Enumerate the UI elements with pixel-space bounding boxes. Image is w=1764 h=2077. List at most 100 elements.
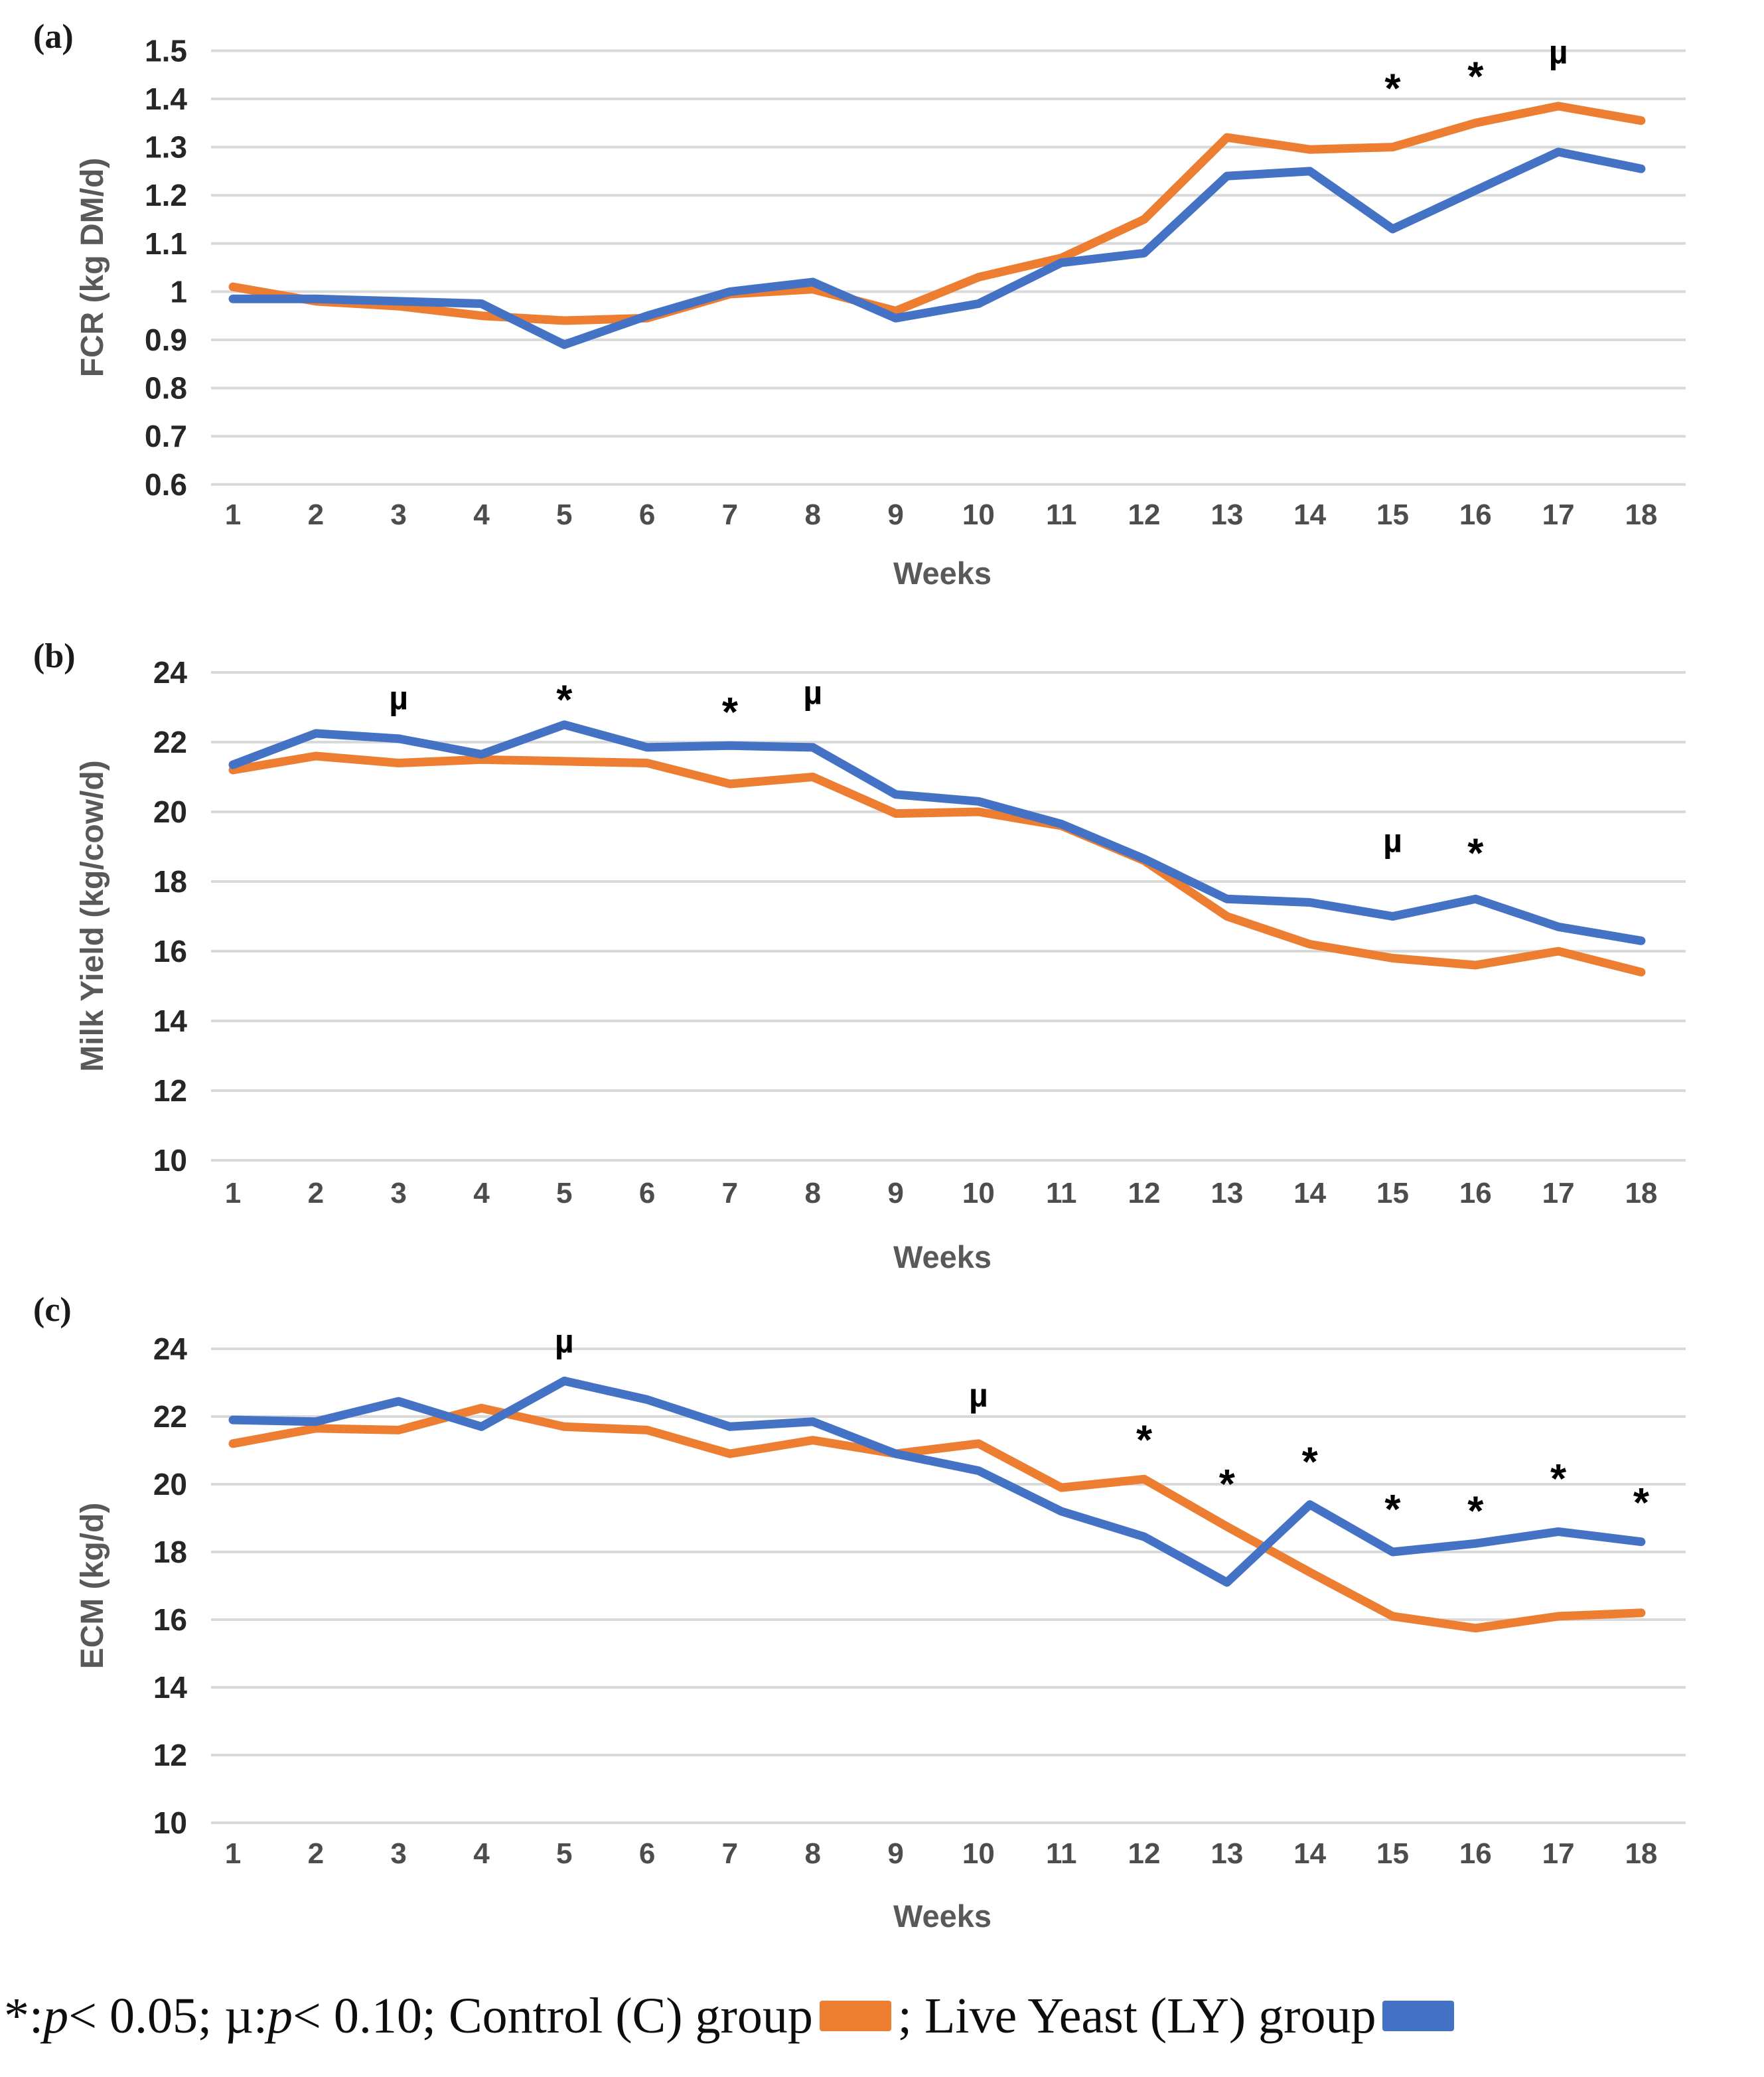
chart-panel-fcr: (a) FCR (kg DM/d) 1.5 1.4 1.3 1.2 1.1 1 0.9 0.8… bbox=[33, 18, 1686, 591]
legend-text: < 0.05; µ: bbox=[68, 1987, 268, 2044]
y-tick-label: 1 bbox=[170, 274, 187, 309]
x-tick-label-week-1: 1 bbox=[225, 1837, 241, 1870]
x-tick-label-week-16: 16 bbox=[1459, 1177, 1492, 1209]
p010-mu-marker: µ bbox=[389, 679, 408, 716]
chart-panel-milk-yield: (b) Milk Yield (kg/cow/d) 24222018161412… bbox=[33, 637, 1686, 1274]
x-tick-label-week-13: 13 bbox=[1211, 1177, 1243, 1209]
x-tick-label-week-18: 18 bbox=[1625, 499, 1657, 531]
y-tick-label: 14 bbox=[153, 1004, 188, 1038]
y-tick-label: 20 bbox=[153, 795, 187, 829]
x-tick-label-week-3: 3 bbox=[390, 1177, 406, 1209]
p005-asterisk-marker: * bbox=[1219, 1462, 1236, 1507]
x-tick-label-week-6: 6 bbox=[639, 1177, 655, 1209]
x-tick-label-week-18: 18 bbox=[1625, 1837, 1657, 1870]
y-tick-labels-a: 1.5 1.4 1.3 1.2 1.1 1 0.9 0.8 0.7 0.6 bbox=[145, 33, 187, 501]
x-tick-label-week-3: 3 bbox=[390, 1837, 406, 1870]
control-series-line bbox=[228, 751, 1646, 976]
p005-asterisk-marker: * bbox=[1633, 1480, 1650, 1526]
week-labels-c: 1 2 3 4 5 6 7 8 9 10 11 12 13 14 15 16 17 18 bbox=[225, 1837, 1658, 1870]
x-tick-label-week-9: 9 bbox=[887, 1837, 903, 1870]
x-tick-label-week-15: 15 bbox=[1376, 499, 1409, 531]
x-tick-label-week-14: 14 bbox=[1293, 1177, 1326, 1209]
y-tick-label: 10 bbox=[153, 1143, 187, 1178]
week-labels-a: 1 2 3 4 5 6 7 8 9 10 11 12 13 14 15 16 17 18 bbox=[225, 499, 1658, 531]
x-tick-label-week-14: 14 bbox=[1293, 1837, 1326, 1870]
x-tick-label-week-11: 11 bbox=[1046, 1177, 1077, 1209]
x-tick-label-week-7: 7 bbox=[722, 499, 738, 531]
series-lines-b bbox=[228, 720, 1646, 976]
x-tick-label-week-15: 15 bbox=[1376, 1177, 1409, 1209]
y-tick-label: 12 bbox=[153, 1073, 187, 1108]
series-lines-a bbox=[228, 102, 1646, 349]
x-tick-label-week-11: 11 bbox=[1046, 499, 1077, 531]
x-tick-label-week-2: 2 bbox=[308, 1837, 324, 1870]
x-axis-title-b: Weeks bbox=[893, 1239, 992, 1274]
significance-annotations-c: µ µ * * * * * * * bbox=[555, 1322, 1650, 1534]
series-lines-c bbox=[228, 1376, 1646, 1633]
x-tick-label-week-10: 10 bbox=[962, 499, 995, 531]
panel-label-a: (a) bbox=[33, 18, 74, 56]
p005-asterisk-marker: * bbox=[1302, 1440, 1319, 1486]
live-yeast-series-line bbox=[228, 147, 1646, 349]
x-tick-label-week-5: 5 bbox=[556, 499, 572, 531]
x-tick-label-week-11: 11 bbox=[1046, 1837, 1077, 1870]
legend-text: < 0.10; Control (C) group bbox=[293, 1987, 813, 2044]
y-tick-label: 0.9 bbox=[145, 323, 187, 357]
week-labels-b: 1 2 3 4 5 6 7 8 9 10 11 12 13 14 15 16 17 18 bbox=[225, 1177, 1658, 1209]
y-axis-title-fcr: FCR (kg DM/d) bbox=[75, 158, 110, 378]
y-tick-label: 24 bbox=[153, 655, 188, 690]
x-tick-label-week-9: 9 bbox=[887, 1177, 903, 1209]
legend-text: p bbox=[43, 1987, 69, 2044]
x-tick-label-week-4: 4 bbox=[473, 499, 490, 531]
legend-text: ; Live Yeast (LY) group bbox=[897, 1987, 1376, 2044]
x-axis-title-c: Weeks bbox=[893, 1898, 992, 1934]
x-tick-label-week-17: 17 bbox=[1542, 1837, 1575, 1870]
y-tick-label: 0.6 bbox=[145, 467, 187, 502]
x-tick-label-week-4: 4 bbox=[473, 1837, 490, 1870]
x-axis-title-a: Weeks bbox=[893, 556, 992, 591]
y-tick-label: 22 bbox=[153, 1399, 187, 1434]
control-series-line bbox=[228, 102, 1646, 325]
y-tick-label: 12 bbox=[153, 1738, 187, 1772]
x-tick-label-week-10: 10 bbox=[962, 1837, 995, 1870]
x-tick-label-week-5: 5 bbox=[556, 1837, 572, 1870]
control-line-swatch bbox=[819, 2001, 891, 2031]
x-tick-label-week-4: 4 bbox=[473, 1177, 490, 1209]
x-tick-label-week-12: 12 bbox=[1128, 499, 1161, 531]
p005-asterisk-marker: * bbox=[1384, 1487, 1401, 1533]
p005-asterisk-marker: * bbox=[1467, 1489, 1484, 1535]
gridlines-a bbox=[211, 49, 1686, 486]
y-tick-label: 24 bbox=[153, 1332, 188, 1366]
x-tick-label-week-8: 8 bbox=[804, 1177, 820, 1209]
x-tick-label-week-16: 16 bbox=[1459, 1837, 1492, 1870]
gridlines-b bbox=[211, 671, 1686, 1162]
y-tick-labels-c: 24 22 20 18 16 14 12 10 bbox=[153, 1332, 188, 1840]
x-tick-label-week-17: 17 bbox=[1542, 499, 1575, 531]
significance-annotations-b: µ * * µ µ * bbox=[389, 674, 1484, 876]
y-axis-title-milk-yield: Milk Yield (kg/cow/d) bbox=[75, 760, 110, 1071]
x-tick-label-week-13: 13 bbox=[1211, 1837, 1243, 1870]
x-tick-label-week-12: 12 bbox=[1128, 1177, 1161, 1209]
p010-mu-marker: µ bbox=[555, 1322, 574, 1359]
x-tick-label-week-7: 7 bbox=[722, 1837, 738, 1870]
p005-asterisk-marker: * bbox=[722, 690, 739, 735]
x-tick-label-week-13: 13 bbox=[1211, 499, 1243, 531]
y-tick-label: 18 bbox=[153, 1535, 187, 1569]
x-tick-label-week-1: 1 bbox=[225, 1177, 241, 1209]
live-yeast-series-line bbox=[228, 720, 1646, 945]
x-tick-label-week-18: 18 bbox=[1625, 1177, 1657, 1209]
x-tick-label-week-6: 6 bbox=[639, 1837, 655, 1870]
p005-asterisk-marker: * bbox=[1384, 66, 1401, 112]
p010-mu-marker: µ bbox=[969, 1377, 988, 1414]
significance-annotations-a: * * µ bbox=[1384, 33, 1568, 112]
y-tick-label: 1.2 bbox=[145, 178, 187, 212]
y-tick-label: 14 bbox=[153, 1670, 188, 1705]
y-tick-label: 1.4 bbox=[145, 82, 187, 116]
x-tick-label-week-16: 16 bbox=[1459, 499, 1492, 531]
y-tick-label: 18 bbox=[153, 864, 187, 899]
x-tick-label-week-9: 9 bbox=[887, 499, 903, 531]
y-tick-label: 0.7 bbox=[145, 419, 187, 453]
legend-text: p bbox=[267, 1987, 293, 2044]
